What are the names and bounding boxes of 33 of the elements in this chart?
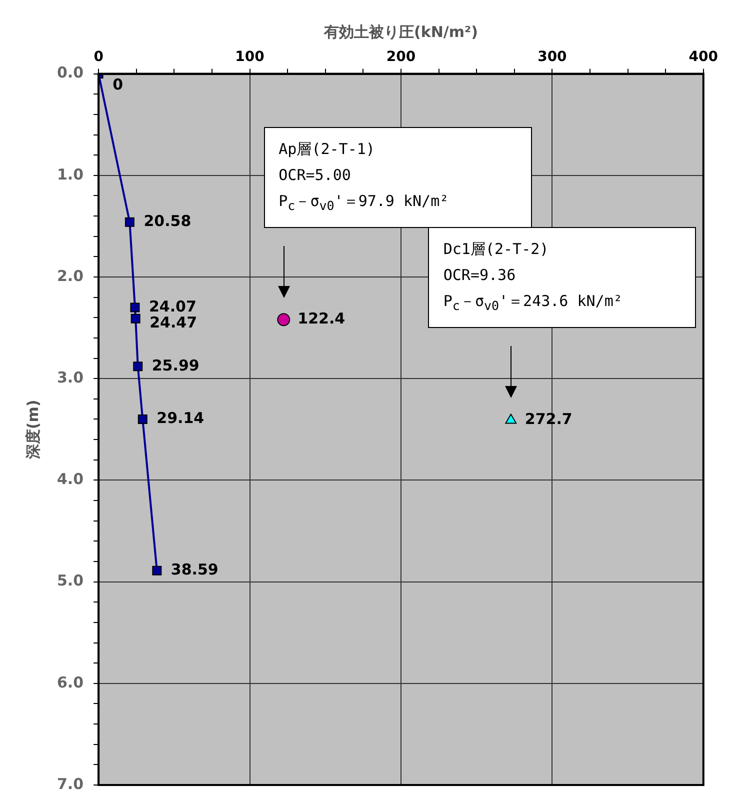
x-tick-label: 400 [688,49,718,66]
x-tick-label: 200 [386,49,416,66]
point [505,414,517,424]
point [152,566,162,576]
point [124,217,134,227]
annotation: 20.58 [144,212,192,230]
x-tick-label: 100 [235,49,265,66]
y-tick-label: 0.0 [56,64,84,82]
point [133,362,143,372]
annotation: 24.47 [150,313,198,332]
annotation: 0 [112,76,124,94]
y-tick-label: 7.0 [56,774,84,793]
x-tick-label: 0 [94,49,104,66]
annotation: 122.4 [298,310,346,328]
x-tick-label: 300 [538,49,568,66]
point [130,302,140,312]
y-tick-label: 3.0 [56,368,84,386]
callout-box: Dc1層(2-T-2) OCR=9.36 P$_{c}$－σ$_{v0}$'＝243.6 kN/m² [428,227,696,328]
y-tick-label: 5.0 [56,572,84,590]
annotation: 25.99 [152,356,200,374]
y-tick-label: 4.0 [56,470,84,488]
x-axis-title: 有効土被り圧(kN/m²) [323,22,478,41]
y-axis-title: 深度(m) [24,400,42,460]
point [130,314,140,324]
callout-box: Ap層(2-T-1) OCR=5.00 P$_{c}$－σ$_{v0}$'＝97.9 kN/m² [264,126,532,228]
annotation: 29.14 [156,409,204,428]
annotation: 24.07 [148,297,196,316]
y-tick-label: 2.0 [56,266,84,285]
annotation: 38.59 [170,560,218,579]
y-tick-label: 6.0 [56,673,84,692]
y-tick-label: 1.0 [56,165,84,184]
point [277,313,290,326]
point [138,414,148,424]
